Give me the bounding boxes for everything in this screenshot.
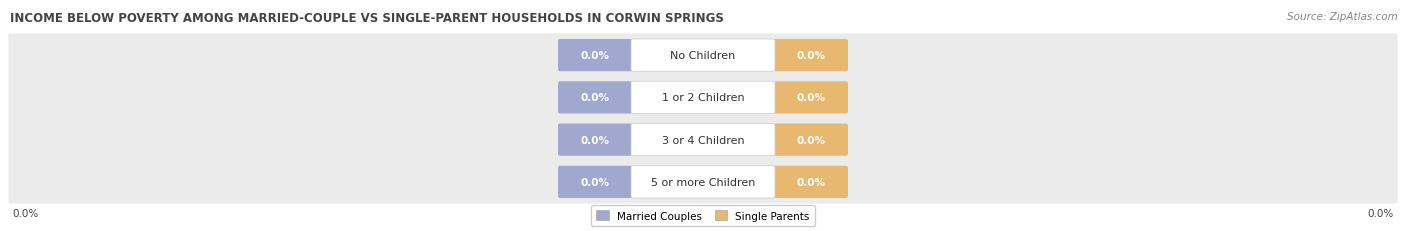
Text: 5 or more Children: 5 or more Children [651,177,755,187]
Legend: Married Couples, Single Parents: Married Couples, Single Parents [591,205,815,226]
FancyBboxPatch shape [8,161,1398,204]
Text: 0.0%: 0.0% [581,51,609,61]
FancyBboxPatch shape [631,40,775,72]
Text: 1 or 2 Children: 1 or 2 Children [662,93,744,103]
FancyBboxPatch shape [558,40,633,72]
Text: 3 or 4 Children: 3 or 4 Children [662,135,744,145]
FancyBboxPatch shape [558,166,633,198]
Text: 0.0%: 0.0% [797,93,825,103]
Text: No Children: No Children [671,51,735,61]
FancyBboxPatch shape [8,34,1398,77]
Text: 0.0%: 0.0% [13,208,38,218]
FancyBboxPatch shape [8,119,1398,161]
FancyBboxPatch shape [558,82,633,114]
Text: 0.0%: 0.0% [797,51,825,61]
Text: 0.0%: 0.0% [581,135,609,145]
FancyBboxPatch shape [631,124,775,156]
FancyBboxPatch shape [773,124,848,156]
Text: Source: ZipAtlas.com: Source: ZipAtlas.com [1288,12,1398,22]
Text: 0.0%: 0.0% [1368,208,1393,218]
Text: 0.0%: 0.0% [797,177,825,187]
FancyBboxPatch shape [773,166,848,198]
Text: INCOME BELOW POVERTY AMONG MARRIED-COUPLE VS SINGLE-PARENT HOUSEHOLDS IN CORWIN : INCOME BELOW POVERTY AMONG MARRIED-COUPL… [10,12,724,25]
FancyBboxPatch shape [773,82,848,114]
Text: 0.0%: 0.0% [581,93,609,103]
FancyBboxPatch shape [8,76,1398,119]
FancyBboxPatch shape [773,40,848,72]
Text: 0.0%: 0.0% [581,177,609,187]
Text: 0.0%: 0.0% [797,135,825,145]
FancyBboxPatch shape [558,124,633,156]
FancyBboxPatch shape [631,166,775,198]
FancyBboxPatch shape [631,82,775,114]
